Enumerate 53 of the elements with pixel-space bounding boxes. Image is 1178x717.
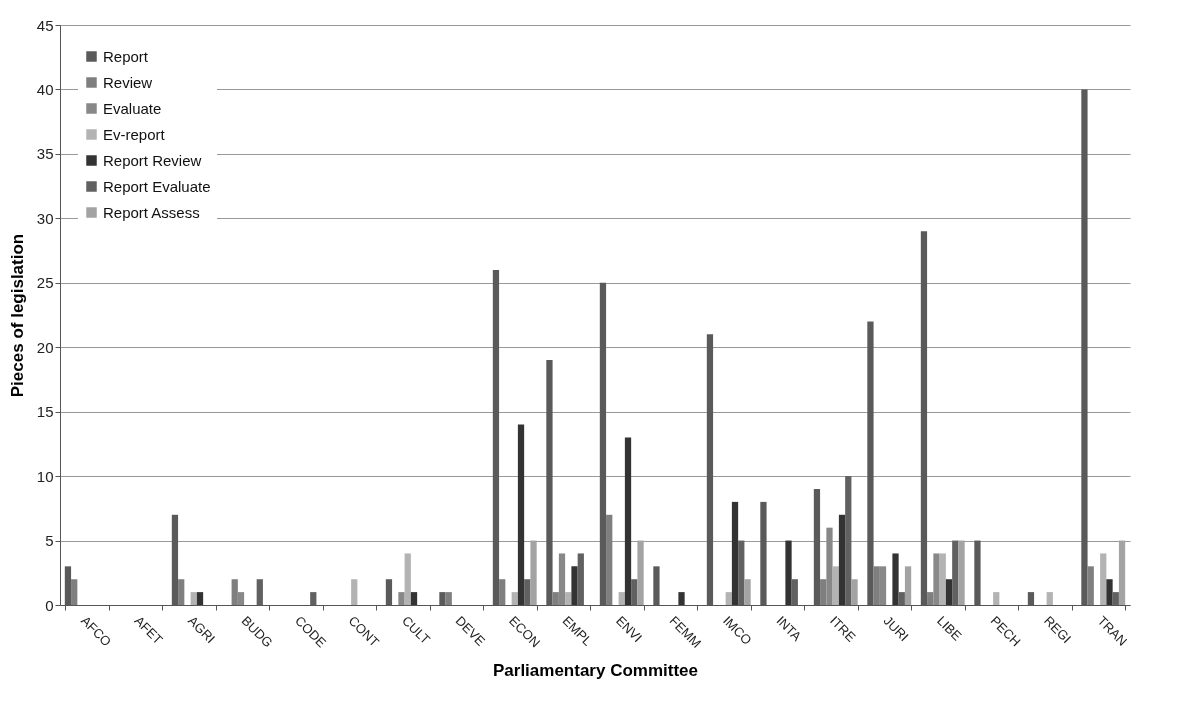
bar (571, 566, 578, 605)
y-tick-label: 35 (36, 145, 54, 163)
bar (993, 592, 1000, 605)
legend-label: Ev-report (103, 125, 166, 143)
bar (744, 579, 751, 605)
bar (678, 592, 685, 605)
bar (606, 514, 613, 605)
bar (832, 566, 839, 605)
bar (904, 566, 912, 605)
legend-label: Report Evaluate (103, 177, 211, 195)
bar (618, 592, 625, 605)
bar (71, 579, 78, 605)
bar (731, 501, 739, 605)
y-tick-label: 10 (36, 467, 54, 485)
y-tick-label: 15 (36, 403, 54, 421)
bar (1087, 566, 1094, 605)
legend-label: Report Review (103, 151, 202, 169)
bar (1100, 553, 1107, 605)
bar (725, 592, 732, 605)
y-tick-label: 40 (36, 80, 54, 98)
bar (1046, 592, 1053, 605)
legend-label: Review (103, 73, 153, 91)
bar (1106, 579, 1113, 605)
bar (939, 553, 946, 605)
bar (624, 437, 632, 605)
bar (838, 514, 846, 605)
bar (499, 579, 506, 605)
bar (892, 553, 899, 605)
bar (196, 592, 204, 605)
bar (565, 592, 572, 605)
bar (190, 592, 197, 605)
legend-label: Report (103, 47, 149, 65)
bar (445, 592, 452, 605)
y-tick-label: 20 (36, 338, 54, 356)
bar (351, 579, 358, 605)
bar (945, 579, 953, 605)
bar (785, 540, 792, 605)
y-tick-label: 0 (45, 596, 54, 614)
y-axis-title: Pieces of legislation (7, 233, 27, 398)
x-axis-title: Parliamentary Committee (492, 660, 699, 680)
legend-label: Evaluate (103, 99, 162, 117)
bar (511, 592, 518, 605)
bar (851, 579, 858, 605)
bar (404, 553, 411, 605)
legend-label: Report Assess (103, 203, 200, 221)
bar (398, 592, 405, 605)
y-tick-label: 5 (45, 532, 54, 550)
bar (517, 424, 525, 605)
bar (178, 579, 185, 605)
bar (410, 592, 418, 605)
y-tick-label: 30 (36, 209, 54, 227)
y-tick-label: 25 (36, 274, 54, 292)
y-tick-label: 45 (36, 16, 54, 34)
